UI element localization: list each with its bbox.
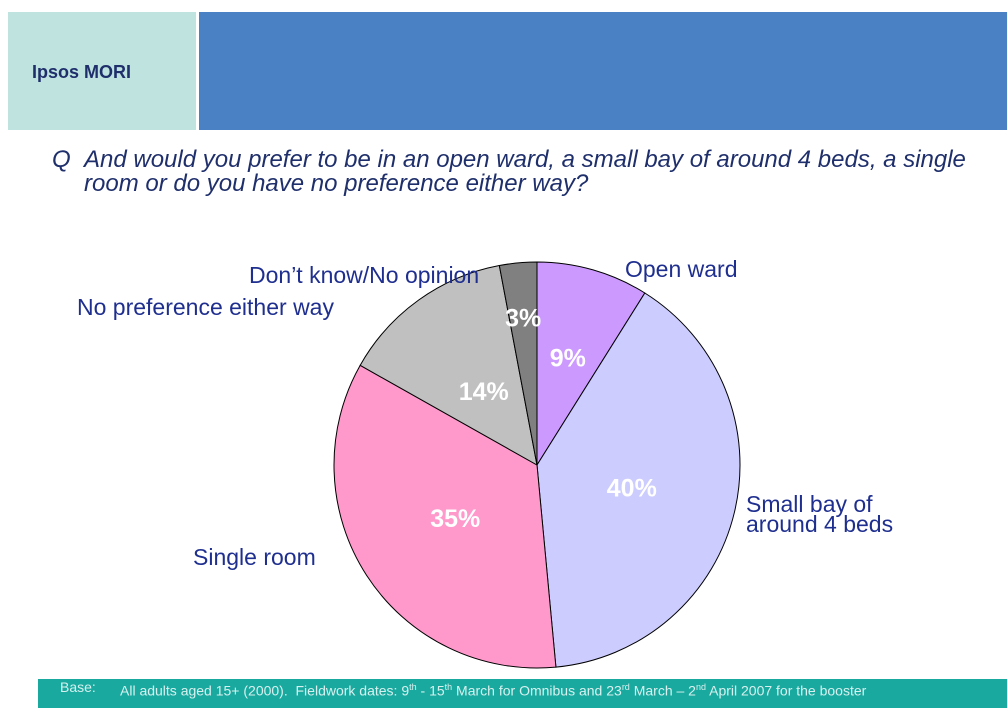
- slice-value-label: 9%: [550, 345, 586, 373]
- header-band: [199, 12, 1007, 130]
- pie-slice: [359, 264, 538, 466]
- pie-slice: [536, 261, 646, 467]
- slice-value-label: 35%: [430, 505, 480, 533]
- slice-category-label: Open ward: [625, 256, 738, 282]
- question-text: And would you prefer to be in an open wa…: [84, 146, 966, 197]
- base-text: All adults aged 15+ (2000). Fieldwork da…: [120, 682, 867, 699]
- footer-bar: Base: All adults aged 15+ (2000). Fieldw…: [38, 679, 1007, 708]
- slice-value-label: 14%: [459, 378, 509, 406]
- slice-category-label: Single room: [193, 544, 316, 570]
- base-label: Base:: [60, 679, 96, 695]
- header-bar: Ipsos MORI: [0, 12, 1007, 130]
- pie-chart: 9% 40% 35% 14% 3% Open ward Small bay of around…: [77, 256, 893, 669]
- slice-value-label: 40%: [607, 475, 657, 503]
- pie-slice: [536, 292, 741, 668]
- slice-category-label: Don’t know/No opinion: [249, 262, 479, 288]
- slice-category-label: No preference either way: [77, 294, 334, 320]
- logo-panel: Ipsos MORI: [8, 12, 196, 130]
- pie-slice: [498, 261, 538, 466]
- slice-value-label: 3%: [505, 304, 541, 332]
- question-marker: Q: [52, 146, 71, 173]
- ipsos-mori-logo: Ipsos MORI: [32, 62, 132, 82]
- slice-category-label: Small bay of around 4 beds: [746, 491, 893, 537]
- pie-slice: [333, 364, 557, 669]
